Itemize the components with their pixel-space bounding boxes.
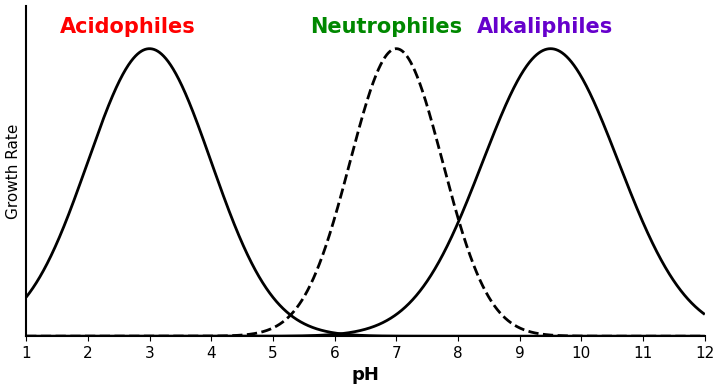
Text: Neutrophiles: Neutrophiles: [310, 17, 462, 37]
Text: Alkaliphiles: Alkaliphiles: [477, 17, 613, 37]
Y-axis label: Growth Rate: Growth Rate: [6, 123, 21, 218]
X-axis label: pH: pH: [351, 367, 379, 385]
Text: Acidophiles: Acidophiles: [60, 17, 196, 37]
